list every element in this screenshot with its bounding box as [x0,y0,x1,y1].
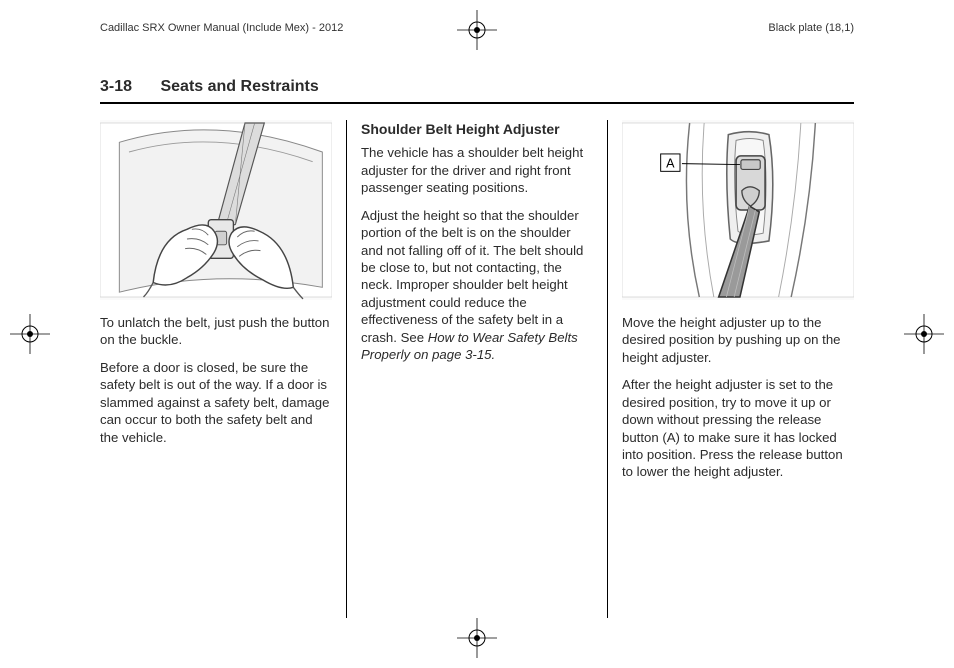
column-2: Shoulder Belt Height Adjuster The vehicl… [346,120,607,618]
column-3: A Move the height adjuster up to the des… [607,120,854,618]
registration-mark-right [904,314,944,354]
page-number: 3-18 [100,78,132,95]
registration-mark-bottom [457,618,497,658]
col2-paragraph-2: Adjust the height so that the shoulder p… [361,207,593,364]
column-1: To unlatch the belt, just push the butto… [100,120,346,618]
section-title: Seats and Restraints [160,78,318,95]
shoulder-belt-subhead: Shoulder Belt Height Adjuster [361,120,593,138]
seatbelt-buckle-illustration [100,120,332,300]
col2-p2-text: Adjust the height so that the shoulder p… [361,208,583,345]
plate-info: Black plate (18,1) [768,22,854,34]
col3-paragraph-1: Move the height adjuster up to the desir… [622,314,854,366]
registration-mark-left [10,314,50,354]
page-heading: 3-18 Seats and Restraints [100,78,854,104]
col2-paragraph-1: The vehicle has a shoulder belt height a… [361,144,593,196]
col3-paragraph-2: After the height adjuster is set to the … [622,376,854,481]
content-columns: To unlatch the belt, just push the butto… [100,120,854,618]
col1-paragraph-2: Before a door is closed, be sure the saf… [100,359,332,446]
height-adjuster-illustration: A [622,120,854,300]
manual-title: Cadillac SRX Owner Manual (Include Mex) … [100,22,343,34]
callout-a-label: A [666,156,675,170]
print-header: Cadillac SRX Owner Manual (Include Mex) … [100,22,854,34]
col1-paragraph-1: To unlatch the belt, just push the butto… [100,314,332,349]
